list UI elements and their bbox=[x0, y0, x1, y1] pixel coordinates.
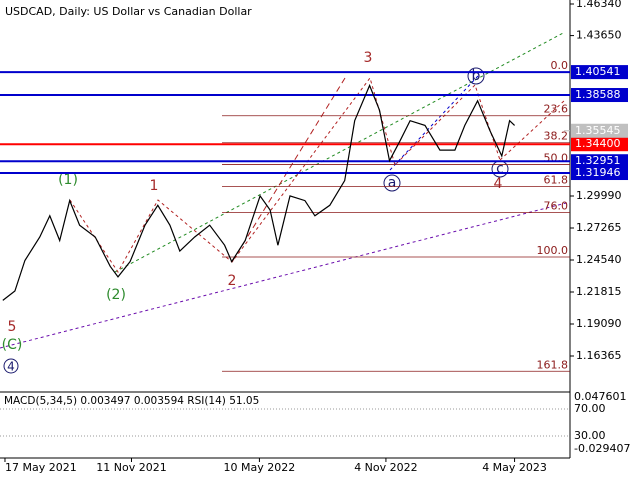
level-label: 1.34400 bbox=[575, 137, 621, 150]
fib-label: 61.8 bbox=[544, 173, 569, 186]
trendline bbox=[0, 201, 571, 349]
indicator-tick-label: 70.00 bbox=[574, 402, 606, 415]
x-tick-label: 17 May 2021 bbox=[5, 461, 77, 474]
x-tick-label: 4 May 2023 bbox=[482, 461, 547, 474]
fib-label: 161.8 bbox=[537, 358, 569, 371]
y-tick-label: 1.19090 bbox=[576, 317, 622, 330]
y-tick-label: 1.43650 bbox=[576, 29, 622, 42]
wave-label: 4 bbox=[7, 360, 15, 374]
level-label: 1.40541 bbox=[575, 65, 621, 78]
level-label: 1.31946 bbox=[575, 166, 621, 179]
level-label: 1.38588 bbox=[575, 88, 621, 101]
fib-label: 0.0 bbox=[551, 59, 569, 72]
trendline bbox=[114, 31, 566, 273]
y-tick-label: 1.21815 bbox=[576, 285, 622, 298]
y-tick-label: 1.29990 bbox=[576, 189, 622, 202]
trendline bbox=[231, 77, 346, 263]
fib-label: 50.0 bbox=[544, 152, 569, 165]
wave-label: b bbox=[472, 68, 481, 84]
wave-label: a bbox=[388, 175, 397, 191]
wave-circle bbox=[3, 358, 19, 374]
wave-label: 4 bbox=[494, 176, 503, 192]
indicator-label: MACD(5,34,5) 0.003497 0.003594 RSI(14) 5… bbox=[4, 395, 259, 407]
level-box bbox=[571, 166, 628, 181]
x-tick-label: 4 Nov 2022 bbox=[354, 461, 417, 474]
wave-label: 1 bbox=[150, 178, 159, 194]
x-tick-label: 11 Nov 2021 bbox=[96, 461, 166, 474]
trendline bbox=[499, 99, 566, 161]
wave-circle bbox=[383, 174, 401, 192]
indicator-tick-label: -0.029407 bbox=[574, 442, 630, 455]
price-line bbox=[2, 83, 516, 301]
level-box bbox=[571, 88, 628, 103]
chart-title: USDCAD, Daily: US Dollar vs Canadian Dol… bbox=[5, 5, 252, 18]
level-box bbox=[571, 65, 628, 80]
indicator-tick-label: 0.047601 bbox=[574, 390, 627, 403]
trendlines bbox=[0, 31, 571, 349]
y-tick-label: 1.16365 bbox=[576, 349, 622, 362]
wave-label: (C) bbox=[2, 337, 23, 353]
wave-label: 5 bbox=[8, 319, 17, 335]
y-tick-label: 1.24540 bbox=[576, 253, 622, 266]
y-tick-label: 1.46340 bbox=[576, 0, 622, 10]
fib-label: 100.0 bbox=[537, 244, 569, 257]
level-label: 1.35545 bbox=[575, 124, 621, 137]
wave-label: (1) bbox=[58, 172, 78, 188]
wave-label: 3 bbox=[364, 50, 373, 66]
wave-label: 2 bbox=[228, 273, 237, 289]
wave-label: (2) bbox=[106, 287, 126, 303]
level-box bbox=[571, 137, 628, 152]
level-box bbox=[571, 123, 628, 138]
x-tick-label: 10 May 2022 bbox=[224, 461, 296, 474]
wave-path bbox=[69, 76, 501, 273]
fib-label: 23.6 bbox=[544, 103, 569, 116]
fib-label: 38.2 bbox=[544, 130, 569, 143]
level-box bbox=[571, 154, 628, 169]
level-label: 1.32951 bbox=[575, 154, 621, 167]
y-tick-label: 1.27265 bbox=[576, 221, 622, 234]
indicator-tick-label: 30.00 bbox=[574, 429, 606, 442]
wave-label: c bbox=[496, 161, 504, 177]
wave-circle bbox=[467, 67, 485, 85]
fib-label: 76.0 bbox=[544, 200, 569, 213]
